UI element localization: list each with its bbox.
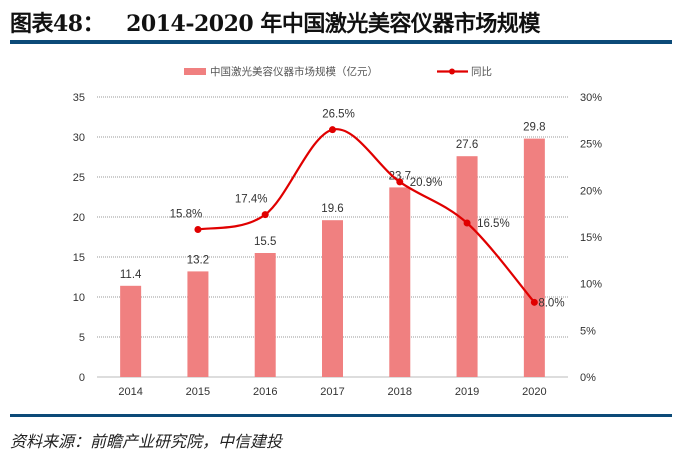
x-tick-label: 2017: [320, 386, 344, 398]
line-series: [197, 128, 536, 304]
bar: [523, 138, 545, 377]
line-point: [396, 178, 404, 186]
x-tick-label: 2016: [253, 386, 277, 398]
bar-value-label: 13.2: [187, 254, 209, 266]
bar: [187, 271, 209, 377]
figure-title: 2014-2020 年中国激光美容仪器市场规模: [126, 11, 540, 37]
line-value-label: 16.5%: [477, 218, 510, 230]
bar-value-label: 23.7: [389, 170, 411, 182]
bar: [322, 220, 343, 377]
left-tick-label: 0: [79, 372, 85, 384]
bar: [389, 187, 411, 377]
line-value-label: 20.9%: [410, 177, 443, 189]
bar-value-label: 29.8: [523, 122, 545, 134]
x-tick-label: 2020: [522, 386, 546, 398]
left-tick-label: 30: [73, 132, 85, 144]
left-tick-label: 15: [73, 252, 85, 264]
left-tick-label: 5: [79, 332, 85, 344]
footer-rule: [10, 414, 672, 417]
chart-title: 图表48： 2014-2020 年中国激光美容仪器市场规模: [10, 6, 540, 38]
line-value-label: 15.8%: [170, 209, 203, 221]
legend-bar-swatch: [184, 68, 206, 75]
bar-value-label: 11.4: [120, 269, 142, 281]
legend-line-marker: [449, 68, 455, 75]
right-tick-label: 20%: [580, 185, 602, 197]
bar-value-label: 27.6: [456, 139, 478, 151]
left-tick-label: 35: [73, 92, 85, 104]
bar-value-label: 19.6: [321, 203, 343, 215]
line-point: [261, 211, 269, 219]
line-value-label: 17.4%: [235, 194, 268, 206]
left-tick-label: 25: [73, 172, 85, 184]
left-tick-label: 10: [73, 292, 85, 304]
x-tick-label: 2018: [388, 386, 412, 398]
right-tick-label: 30%: [580, 92, 602, 104]
source-note: 资料来源：前瞻产业研究院，中信建投: [10, 432, 283, 451]
right-tick-label: 0%: [580, 372, 596, 384]
line-point: [530, 298, 538, 306]
line-point: [463, 219, 471, 227]
legend-bar-label: 中国激光美容仪器市场规模（亿元）: [210, 65, 378, 78]
right-tick-label: 15%: [580, 232, 602, 244]
line-value-label: 26.5%: [322, 109, 355, 121]
x-tick-label: 2019: [455, 386, 479, 398]
left-tick-label: 20: [73, 212, 85, 224]
bar: [120, 285, 142, 377]
figure-label: 图表48：: [10, 11, 105, 37]
right-tick-label: 10%: [580, 279, 602, 291]
right-tick-label: 25%: [580, 139, 602, 151]
header-rule: [10, 40, 672, 44]
x-tick-label: 2015: [186, 386, 210, 398]
bar: [456, 156, 478, 377]
line-value-label: 8.0%: [538, 297, 564, 309]
line-point: [194, 226, 202, 234]
bar: [254, 253, 276, 377]
line-point: [329, 126, 336, 134]
x-tick-label: 2014: [118, 386, 142, 398]
bar-value-label: 15.5: [254, 236, 276, 248]
right-tick-label: 5%: [580, 325, 596, 337]
legend-line-label: 同比: [471, 65, 492, 78]
